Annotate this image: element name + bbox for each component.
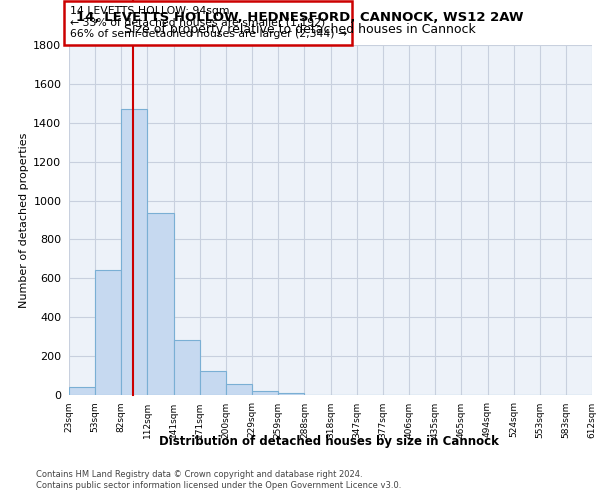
Bar (69, 387, 95, 395)
Text: Size of property relative to detached houses in Cannock: Size of property relative to detached ho… (124, 23, 476, 36)
Text: 14 LEVETTS HOLLOW: 94sqm
← 33% of detached houses are smaller (1,192)
66% of sem: 14 LEVETTS HOLLOW: 94sqm ← 33% of detach… (70, 6, 347, 39)
Bar (200, 370, 226, 395)
Y-axis label: Number of detached properties: Number of detached properties (19, 132, 29, 308)
Text: Contains HM Land Registry data © Crown copyright and database right 2024.: Contains HM Land Registry data © Crown c… (36, 470, 362, 479)
Bar (95, 270, 121, 395)
Text: Contains public sector information licensed under the Open Government Licence v3: Contains public sector information licen… (36, 481, 401, 490)
Bar (121, 109, 148, 395)
Bar (278, 392, 304, 395)
Text: 14, LEVETTS HOLLOW, HEDNESFORD, CANNOCK, WS12 2AW: 14, LEVETTS HOLLOW, HEDNESFORD, CANNOCK,… (76, 11, 524, 24)
Bar (173, 340, 200, 395)
Bar (148, 213, 173, 395)
Bar (252, 390, 278, 395)
Text: Distribution of detached houses by size in Cannock: Distribution of detached houses by size … (159, 435, 499, 448)
Bar (226, 384, 252, 395)
